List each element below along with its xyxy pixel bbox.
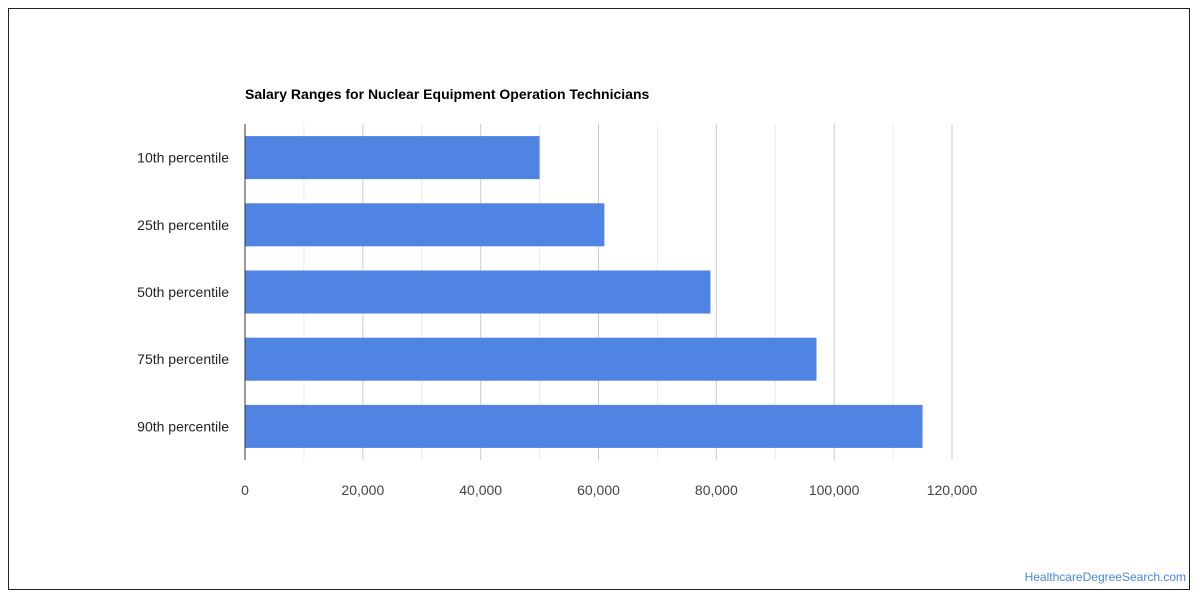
x-tick-label: 100,000 [809, 482, 860, 498]
bar[interactable] [245, 136, 540, 180]
bars [245, 136, 923, 448]
source-watermark[interactable]: HealthcareDegreeSearch.com [1024, 570, 1186, 584]
bar[interactable] [245, 270, 711, 314]
category-label: 10th percentile [137, 150, 229, 166]
category-label: 90th percentile [137, 418, 229, 434]
labels: 0 20,000 40,000 60,000 80,000 100,000 120,000 1… [137, 150, 977, 498]
x-tick-label: 60,000 [577, 482, 620, 498]
x-tick-label: 20,000 [341, 482, 384, 498]
chart-title: Salary Ranges for Nuclear Equipment Oper… [245, 86, 650, 102]
chart-frame [8, 8, 1190, 590]
category-label: 25th percentile [137, 217, 229, 233]
category-label: 75th percentile [137, 351, 229, 367]
bar[interactable] [245, 337, 817, 381]
x-tick-label: 0 [241, 482, 249, 498]
bar[interactable] [245, 203, 605, 247]
bar[interactable] [245, 404, 923, 448]
category-label: 50th percentile [137, 284, 229, 300]
x-tick-label: 80,000 [695, 482, 738, 498]
x-tick-label: 40,000 [459, 482, 502, 498]
x-tick-label: 120,000 [927, 482, 978, 498]
